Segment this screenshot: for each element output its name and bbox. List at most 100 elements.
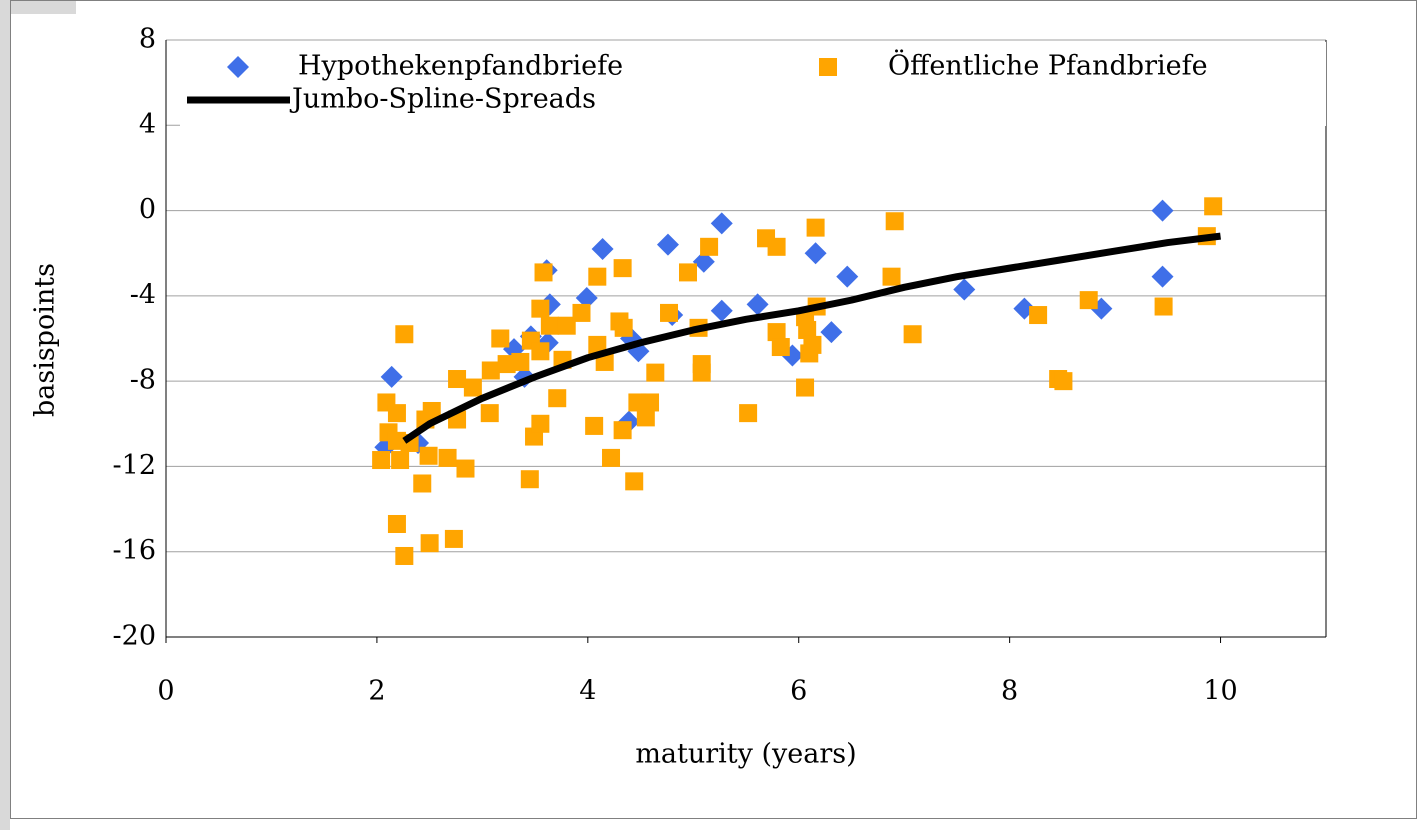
x-axis-label: maturity (years) [635, 739, 856, 770]
data-point [387, 514, 406, 533]
data-point [588, 335, 607, 354]
data-point [692, 363, 711, 382]
y-tick-label: -20 [113, 621, 156, 652]
data-point [1029, 306, 1048, 325]
y-tick-label: -16 [113, 535, 156, 566]
data-point [660, 303, 679, 322]
data-point [497, 355, 516, 374]
data-point [820, 321, 843, 344]
data-point [798, 320, 817, 339]
data-point [1204, 197, 1223, 216]
data-point [625, 472, 644, 491]
data-point [613, 421, 632, 440]
data-point [391, 451, 410, 470]
data-point [419, 446, 438, 465]
data-point [1079, 291, 1098, 310]
legend-label: Öffentliche Pfandbriefe [888, 48, 1208, 82]
data-point [613, 259, 632, 278]
x-tick-label: 10 [1203, 676, 1237, 707]
data-point [614, 318, 633, 337]
data-point [448, 370, 467, 389]
legend-marker [227, 56, 249, 78]
data-point [481, 361, 500, 380]
legend-label: Jumbo-Spline-Spreads [289, 84, 596, 115]
side-strip [0, 14, 10, 830]
x-tick-label: 6 [790, 676, 807, 707]
data-point [767, 323, 786, 342]
corner-tab [0, 0, 76, 14]
data-point [646, 363, 665, 382]
data-point [463, 378, 482, 397]
data-point [700, 237, 719, 256]
data-point [557, 316, 576, 335]
data-point [796, 378, 815, 397]
data-point [520, 470, 539, 489]
data-point [641, 393, 660, 412]
data-point [531, 414, 550, 433]
y-tick-label: 4 [139, 109, 156, 140]
data-point [531, 342, 550, 361]
data-point [692, 250, 715, 273]
data-point [1154, 297, 1173, 316]
x-tick-label: 4 [579, 676, 596, 707]
data-point [511, 352, 530, 371]
data-point [534, 263, 553, 282]
data-point [710, 299, 733, 322]
y-tick-label: -12 [113, 450, 156, 481]
legend-marker [819, 58, 837, 76]
data-point [767, 237, 786, 256]
data-point [540, 316, 559, 335]
data-point [739, 404, 758, 423]
data-point [771, 338, 790, 357]
line-series [402, 232, 1221, 444]
y-tick-label: -4 [130, 279, 156, 310]
y-tick-label: 8 [139, 24, 156, 55]
chart-frame [10, 0, 1417, 819]
data-point [836, 265, 859, 288]
data-point [572, 303, 591, 322]
plot-area: -20 -16 -12 -8 -4 0 4 8 0 2 4 6 8 10 Hypothekenpfandbr… [113, 24, 1327, 707]
data-point [387, 404, 406, 423]
data-point [953, 278, 976, 301]
data-point [1151, 265, 1174, 288]
x-tick-label: 8 [1001, 676, 1018, 707]
data-point [491, 329, 510, 348]
data-point [679, 263, 697, 282]
data-point [882, 267, 901, 286]
data-point [803, 335, 822, 354]
data-point [548, 389, 567, 408]
data-point [636, 408, 655, 427]
y-tick-label: 0 [139, 194, 156, 225]
data-point [531, 299, 550, 318]
x-tick-label: 2 [368, 676, 385, 707]
data-point [656, 233, 679, 256]
data-point [372, 451, 391, 470]
data-point [1054, 372, 1073, 391]
data-point [602, 448, 621, 467]
y-tick-label: -8 [130, 365, 156, 396]
legend-box [180, 42, 1326, 126]
data-point [413, 474, 432, 493]
data-point [585, 416, 604, 435]
data-point [456, 459, 475, 478]
data-point [746, 293, 769, 316]
x-tick-label: 0 [157, 676, 174, 707]
data-point [438, 448, 457, 467]
data-point [710, 212, 733, 235]
data-point [422, 401, 441, 420]
data-point [885, 212, 904, 231]
data-point [903, 325, 922, 344]
data-point [395, 325, 414, 344]
legend-label: Hypothekenpfandbriefe [298, 51, 623, 82]
data-point [591, 237, 614, 260]
legend: Hypothekenpfandbriefe Öffentliche Pfandbr… [180, 42, 1326, 126]
data-point [380, 365, 403, 388]
data-point [420, 534, 439, 553]
data-point [1151, 199, 1174, 222]
data-point [480, 404, 499, 423]
data-point [444, 529, 463, 548]
data-point [395, 546, 414, 565]
data-point [804, 242, 827, 265]
